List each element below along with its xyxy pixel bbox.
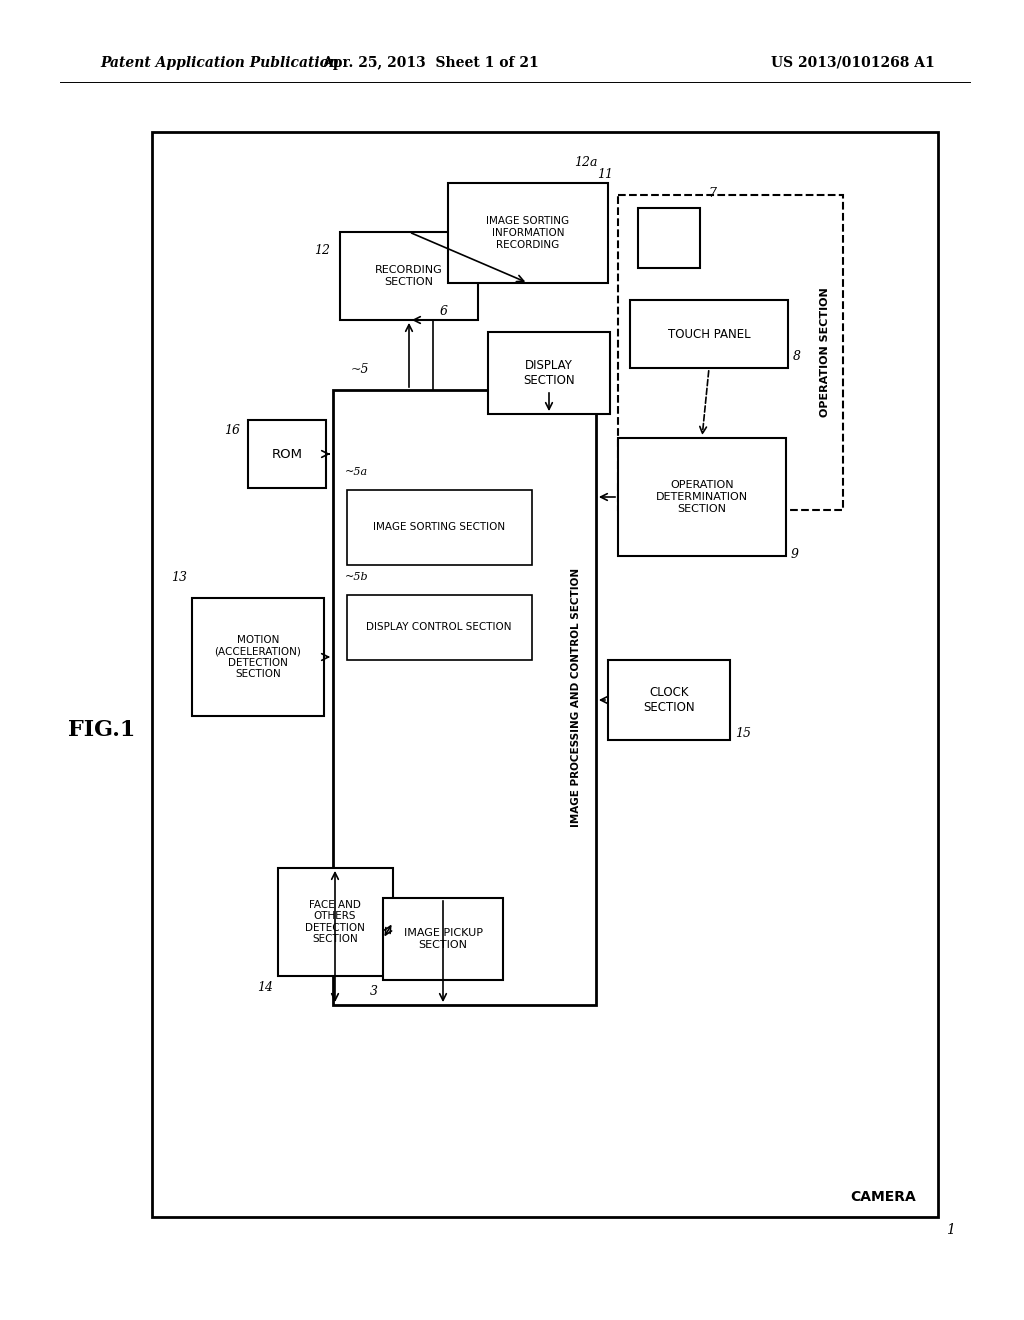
Text: CAMERA: CAMERA [850, 1191, 915, 1204]
Text: MOTION
(ACCELERATION)
DETECTION
SECTION: MOTION (ACCELERATION) DETECTION SECTION [215, 635, 301, 680]
Text: FIG.1: FIG.1 [68, 719, 135, 741]
Text: OPERATION SECTION: OPERATION SECTION [820, 288, 830, 417]
Bar [278, 869, 393, 975]
Text: ~5: ~5 [351, 363, 370, 376]
Text: IMAGE SORTING SECTION: IMAGE SORTING SECTION [373, 521, 505, 532]
Text: 13: 13 [171, 572, 187, 583]
Text: 8: 8 [793, 350, 801, 363]
Text: DISPLAY
SECTION: DISPLAY SECTION [523, 359, 574, 387]
Text: 1: 1 [946, 1224, 954, 1237]
Text: 3: 3 [370, 985, 378, 998]
Text: 9: 9 [791, 548, 799, 561]
Bar [630, 300, 788, 368]
Bar [152, 132, 938, 1217]
Bar [383, 898, 503, 979]
Text: ROM: ROM [271, 447, 302, 461]
Text: 6: 6 [440, 305, 449, 318]
Text: 7: 7 [708, 187, 716, 201]
Bar [347, 490, 532, 565]
Text: OPERATION
DETERMINATION
SECTION: OPERATION DETERMINATION SECTION [656, 480, 749, 513]
Bar [488, 333, 610, 414]
Bar [638, 209, 700, 268]
Text: RECORDING
SECTION: RECORDING SECTION [375, 265, 442, 286]
Text: ~5b: ~5b [345, 572, 369, 582]
Text: 12a: 12a [574, 156, 598, 169]
Text: US 2013/0101268 A1: US 2013/0101268 A1 [771, 55, 935, 70]
Text: 15: 15 [735, 727, 751, 741]
Text: 11: 11 [597, 168, 613, 181]
Text: FACE AND
OTHERS
DETECTION
SECTION: FACE AND OTHERS DETECTION SECTION [305, 900, 365, 944]
Bar [618, 195, 843, 510]
Bar [347, 595, 532, 660]
Bar [248, 420, 326, 488]
Text: IMAGE PICKUP
SECTION: IMAGE PICKUP SECTION [403, 928, 482, 950]
Text: DISPLAY CONTROL SECTION: DISPLAY CONTROL SECTION [367, 622, 512, 632]
Bar [608, 660, 730, 741]
Text: IMAGE SORTING
INFORMATION
RECORDING: IMAGE SORTING INFORMATION RECORDING [486, 216, 569, 249]
Bar [333, 389, 596, 1005]
Text: 12: 12 [314, 243, 330, 256]
Text: CLOCK
SECTION: CLOCK SECTION [643, 686, 695, 714]
Text: 14: 14 [257, 981, 273, 994]
Text: TOUCH PANEL: TOUCH PANEL [668, 327, 751, 341]
Bar [618, 438, 786, 556]
Bar [340, 232, 478, 319]
Text: Apr. 25, 2013  Sheet 1 of 21: Apr. 25, 2013 Sheet 1 of 21 [322, 55, 539, 70]
Text: 16: 16 [224, 424, 240, 437]
Bar [193, 598, 324, 715]
Text: Patent Application Publication: Patent Application Publication [100, 55, 339, 70]
Text: ~5a: ~5a [345, 467, 368, 477]
Bar [449, 183, 608, 282]
Text: IMAGE PROCESSING AND CONTROL SECTION: IMAGE PROCESSING AND CONTROL SECTION [571, 568, 581, 826]
